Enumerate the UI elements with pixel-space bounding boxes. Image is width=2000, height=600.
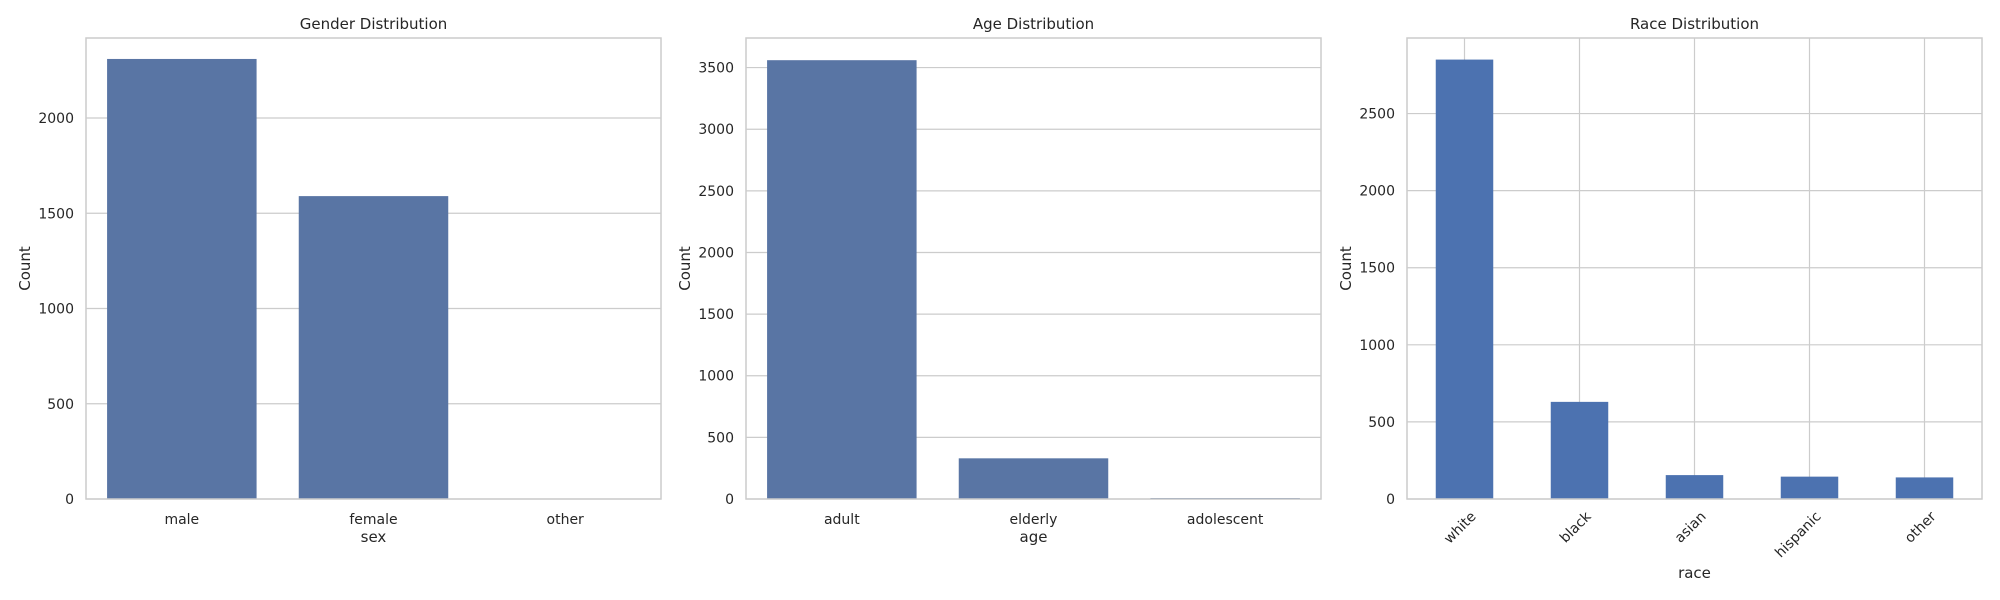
y-tick-label: 1000 bbox=[38, 302, 74, 318]
y-tick-label: 0 bbox=[65, 492, 74, 508]
bar-black bbox=[1550, 401, 1609, 499]
x-tick-label: asian bbox=[1672, 509, 1710, 547]
y-tick-label: 500 bbox=[47, 397, 74, 413]
chart-age: 0 500 1000 1500 2000 2500 3000 3500 adult elderly… bbox=[676, 15, 1322, 546]
bar-adult bbox=[767, 60, 917, 499]
x-tick-label: hispanic bbox=[1772, 509, 1824, 561]
y-tick-label: 0 bbox=[725, 492, 734, 508]
chart-race: 0 500 1000 1500 2000 2500 white black asian hispa… bbox=[1337, 15, 1983, 582]
tick-layer: 0 500 1000 1500 2000 2500 3000 3500 adult elderly… bbox=[698, 61, 1264, 528]
bar-asian bbox=[1665, 475, 1724, 499]
tick-layer: 0 500 1000 1500 2000 male female other bbox=[38, 111, 584, 528]
bar-layer bbox=[1435, 59, 1954, 499]
x-axis-label: race bbox=[1678, 564, 1711, 582]
plot-frame bbox=[745, 37, 1322, 500]
x-axis-label: age bbox=[1020, 528, 1048, 546]
x-tick-label: adolescent bbox=[1187, 512, 1264, 528]
bar-elderly bbox=[958, 458, 1109, 499]
x-tick-label: white bbox=[1441, 509, 1479, 547]
y-tick-label: 1000 bbox=[698, 369, 734, 385]
bar-layer bbox=[107, 58, 640, 500]
y-tick-label: 1500 bbox=[698, 307, 734, 323]
bar-hispanic bbox=[1780, 476, 1839, 499]
bar-other bbox=[1895, 477, 1954, 499]
x-axis-label: sex bbox=[361, 528, 387, 546]
y-tick-label: 2000 bbox=[38, 111, 74, 127]
y-tick-label: 2000 bbox=[698, 245, 734, 261]
y-tick-label: 2500 bbox=[698, 184, 734, 200]
y-tick-label: 1500 bbox=[1359, 261, 1395, 277]
y-tick-label: 500 bbox=[707, 430, 734, 446]
x-tick-label: male bbox=[164, 512, 199, 528]
y-axis-label: Count bbox=[16, 246, 34, 291]
chart-title: Age Distribution bbox=[973, 15, 1094, 33]
y-tick-label: 3500 bbox=[698, 61, 734, 77]
y-tick-label: 1000 bbox=[1359, 338, 1395, 354]
plot-frame bbox=[85, 37, 662, 500]
y-tick-label: 3000 bbox=[698, 122, 734, 138]
y-tick-label: 1500 bbox=[38, 206, 74, 222]
x-tick-label: other bbox=[547, 512, 585, 528]
bar-female bbox=[298, 196, 449, 499]
y-tick-label: 0 bbox=[1386, 492, 1395, 508]
chart-title: Gender Distribution bbox=[300, 15, 448, 33]
x-tick-label: female bbox=[349, 512, 397, 528]
bar-layer bbox=[767, 60, 1300, 499]
x-tick-label: black bbox=[1557, 508, 1595, 546]
x-tick-label: other bbox=[1902, 509, 1940, 547]
x-tick-label: elderly bbox=[1010, 512, 1058, 528]
y-tick-label: 2000 bbox=[1359, 184, 1395, 200]
y-axis-label: Count bbox=[676, 246, 694, 291]
bar-male bbox=[107, 58, 257, 500]
chart-gender: 0 500 1000 1500 2000 male female other Gender D… bbox=[16, 15, 662, 546]
x-tick-label: adult bbox=[824, 512, 860, 528]
y-tick-label: 2500 bbox=[1359, 107, 1395, 123]
plot-frame bbox=[1406, 37, 1983, 500]
chart-title: Race Distribution bbox=[1630, 15, 1759, 33]
y-axis-label: Count bbox=[1337, 246, 1355, 291]
y-tick-label: 500 bbox=[1368, 415, 1395, 431]
bar-white bbox=[1435, 59, 1494, 499]
